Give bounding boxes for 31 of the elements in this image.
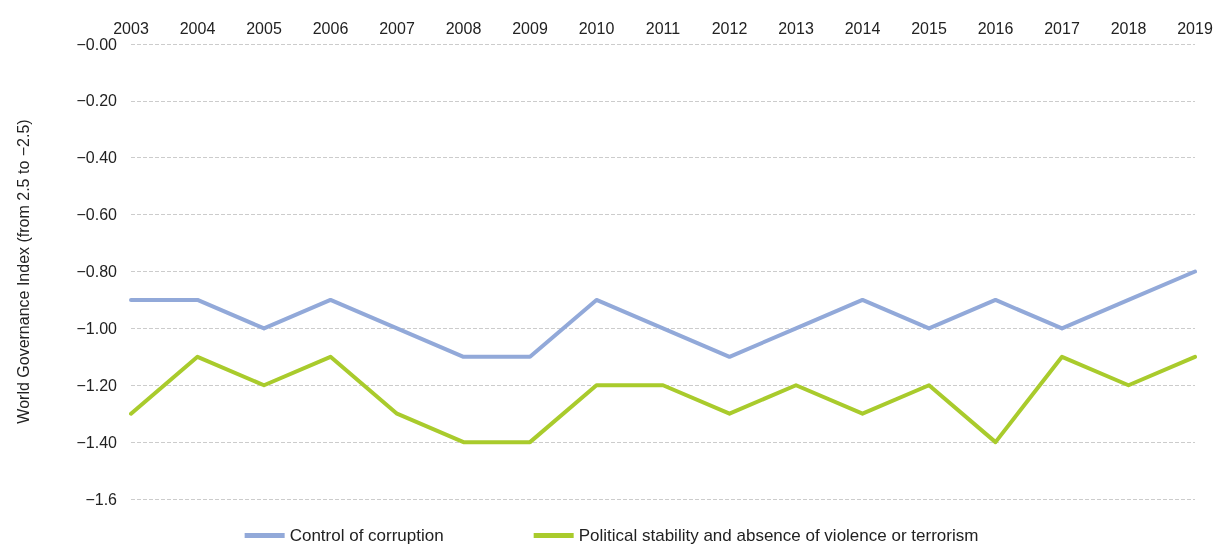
x-tick-label: 2007 (379, 19, 415, 37)
y-tick-label: −0.60 (76, 206, 118, 224)
x-tick-label: 2013 (778, 19, 814, 37)
x-tick-label: 2011 (645, 19, 681, 37)
x-tick-label: 2004 (179, 19, 216, 37)
line-series (129, 269, 1197, 359)
y-tick-label: −1.20 (76, 376, 118, 394)
y-tick-label: −0.80 (76, 263, 118, 280)
x-tick-label: 2017 (1044, 19, 1080, 37)
y-tick-label: −0.00 (76, 35, 118, 53)
x-tick-label: 2012 (711, 19, 748, 37)
y-tick-label: −0.40 (76, 149, 118, 167)
y-tick-label: −1.40 (76, 433, 118, 451)
x-tick-label: 2015 (911, 19, 947, 37)
line-series (129, 354, 1197, 445)
x-tick-label: 2018 (1110, 19, 1147, 37)
y-axis-title: World Governance Index (from 2.5 to −2.5) (14, 119, 32, 424)
y-tick-label: −1.6 (85, 490, 118, 508)
legend-label: Control of corruption (289, 526, 444, 545)
x-tick-label: 2016 (977, 19, 1014, 37)
x-tick-label: 2006 (312, 19, 349, 37)
x-tick-label: 2005 (246, 19, 282, 37)
x-tick-label: 2019 (1177, 19, 1213, 37)
legend-label: Political stability and absence of violence or terrorism (578, 526, 979, 545)
x-tick-label: 2003 (113, 19, 149, 37)
x-tick-label: 2009 (512, 19, 548, 37)
x-tick-label: 2010 (578, 19, 615, 37)
y-tick-label: −1.00 (76, 319, 118, 337)
x-tick-label: 2008 (445, 19, 482, 37)
y-tick-label: −0.20 (76, 92, 118, 110)
x-tick-label: 2014 (844, 19, 881, 37)
